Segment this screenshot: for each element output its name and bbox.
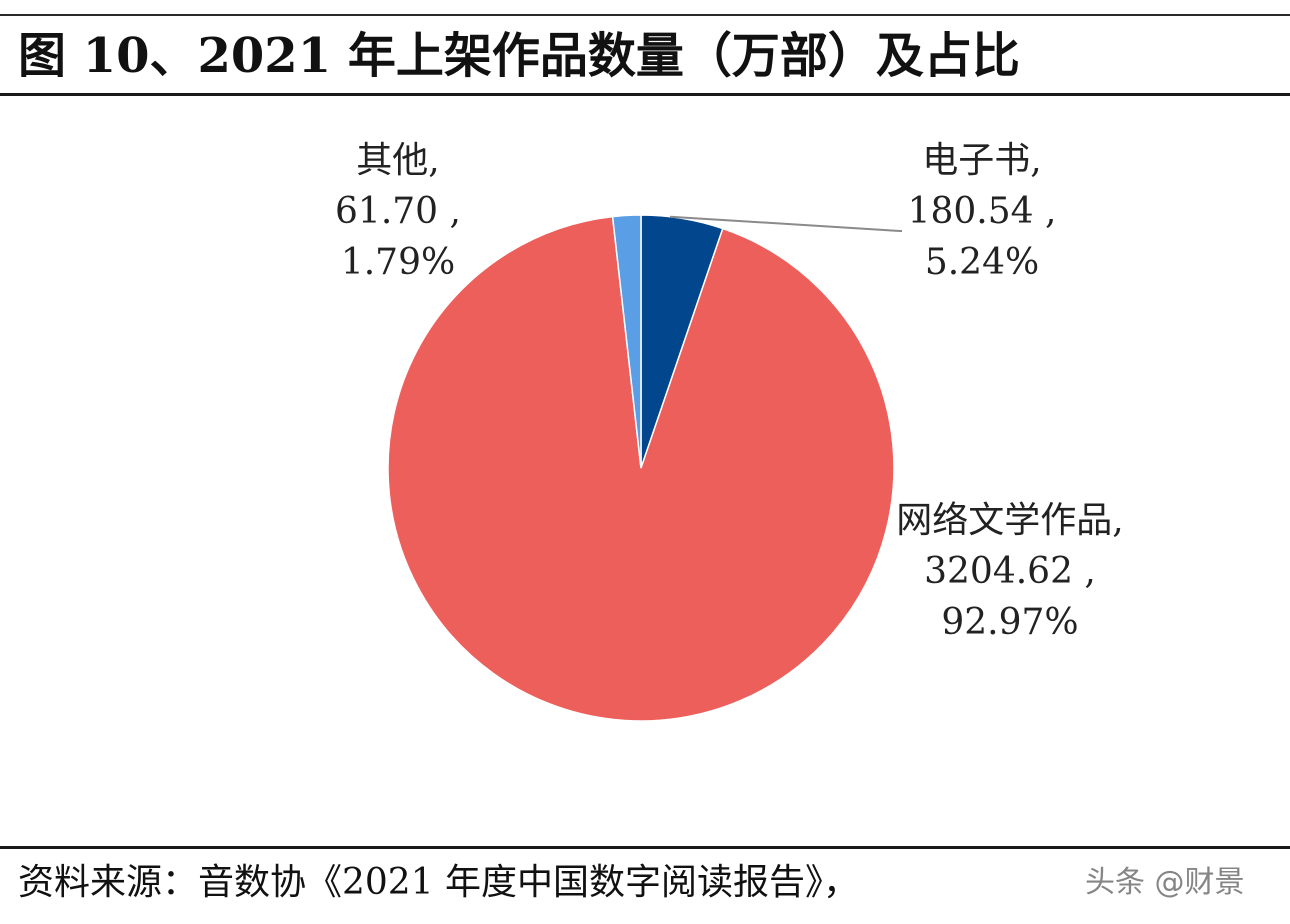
slice-label-percent-2: 1.79% — [341, 242, 455, 283]
pie-slice-2 — [611, 214, 642, 469]
slice-label-percent-1: 92.97% — [941, 602, 1078, 643]
leader-line-0 — [670, 215, 902, 232]
slice-label-value-1: 3204.62 , — [924, 551, 1096, 592]
title-rule — [0, 93, 1290, 96]
slice-label-percent-0: 5.24% — [925, 242, 1039, 283]
slice-label-name-0: 电子书, — [922, 140, 1041, 181]
top-rule — [0, 14, 1290, 16]
slices-layer — [387, 214, 895, 722]
slice-label-name-2: 其他, — [356, 140, 439, 181]
pie-slice-1 — [387, 215, 895, 722]
watermark: 头条 @财景 — [1085, 865, 1245, 900]
chart-title: 图 10、2021 年上架作品数量（万部）及占比 — [18, 28, 1020, 84]
bottom-rule — [0, 846, 1290, 849]
source-note: 资料来源：音数协《2021 年度中国数字阅读报告》， — [18, 862, 860, 903]
slice-label-value-0: 180.54 , — [908, 191, 1057, 232]
slice-label-value-2: 61.70 , — [335, 191, 461, 232]
leader-lines-layer — [670, 215, 902, 232]
slice-label-name-1: 网络文学作品, — [896, 500, 1123, 541]
labels-layer: 电子书, 180.54 , 5.24% 网络文学作品, 3204.62 , 92.97% 其… — [335, 140, 1124, 643]
